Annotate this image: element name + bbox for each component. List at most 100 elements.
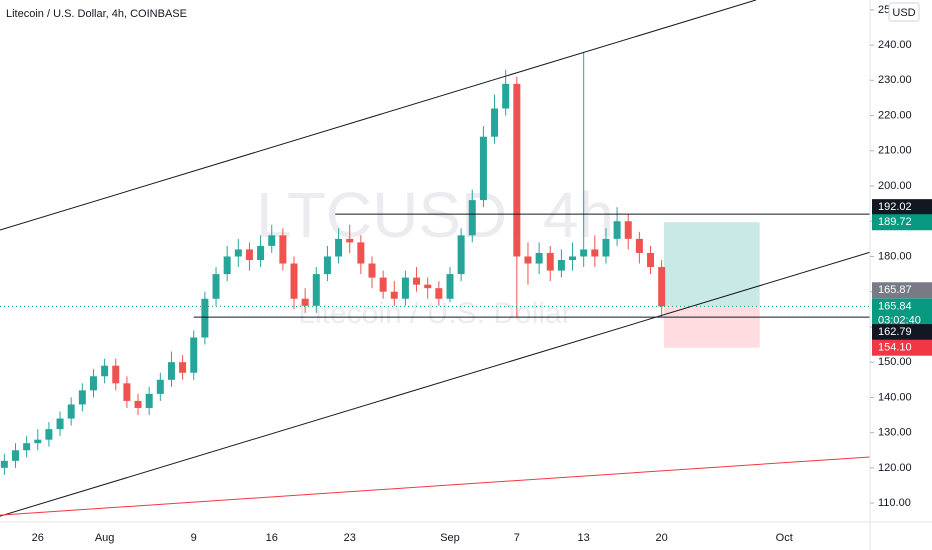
candle-body <box>123 383 131 401</box>
candle-body <box>156 379 164 394</box>
candle-body <box>23 443 31 451</box>
price-badge <box>872 214 932 231</box>
x-tick-label: 23 <box>344 532 356 544</box>
x-tick-label: 26 <box>32 532 44 544</box>
currency-box[interactable] <box>888 2 920 22</box>
candle-body <box>89 376 97 391</box>
candle-body <box>257 245 265 260</box>
candle-body <box>569 256 577 260</box>
candle-body <box>279 235 287 264</box>
price-badge-label: 165.84 <box>878 300 912 312</box>
candle-body <box>357 242 365 264</box>
candle-body <box>290 263 298 299</box>
price-badge-label: 192.02 <box>878 201 912 213</box>
candle-body <box>145 393 153 408</box>
y-tick-label: 140.00 <box>878 391 912 403</box>
candle-body <box>591 249 599 257</box>
candle-body <box>379 277 387 292</box>
x-tick-label: 16 <box>266 532 278 544</box>
candle-body <box>457 235 465 275</box>
candle-body <box>312 274 320 306</box>
price-badge-label: 154.10 <box>878 342 912 354</box>
trend-line <box>0 251 870 517</box>
candle-body <box>446 274 454 299</box>
x-tick-label: Aug <box>95 532 115 544</box>
price-badge-label: 165.87 <box>878 284 912 296</box>
candle-body <box>368 263 376 278</box>
candle-body <box>647 252 655 268</box>
price-badge <box>872 324 932 341</box>
candle-body <box>468 200 476 236</box>
trend-line <box>0 456 870 516</box>
candle-body <box>624 221 632 239</box>
candle-body <box>546 252 554 271</box>
candle-body <box>223 256 231 275</box>
price-badge-label: 162.79 <box>878 326 912 338</box>
candle-body <box>479 136 487 201</box>
candle-body <box>346 238 354 243</box>
price-badge <box>872 298 932 329</box>
candle-body <box>613 221 621 239</box>
y-tick-label: 130.00 <box>878 427 912 439</box>
candle-body <box>268 235 276 246</box>
y-tick-label: 220.00 <box>878 109 912 121</box>
candle-body <box>34 439 42 444</box>
candle-body <box>212 274 220 299</box>
candle-body <box>502 83 510 109</box>
watermark: LTCUSD, 4h <box>256 179 614 251</box>
y-tick-label: 200.00 <box>878 180 912 192</box>
price-badge <box>872 199 932 216</box>
candle-body <box>635 238 643 253</box>
candle-body <box>323 256 331 275</box>
candle-body <box>167 362 175 380</box>
candle-body <box>524 256 532 264</box>
stop-zone <box>663 306 760 348</box>
price-badge <box>872 339 932 356</box>
candle-body <box>301 298 309 306</box>
candle-body <box>513 83 521 257</box>
candle-body <box>78 390 86 405</box>
x-tick-label: 20 <box>656 532 668 544</box>
price-badge <box>872 282 932 299</box>
candle-body <box>435 288 443 299</box>
countdown: 03:02:40 <box>878 314 921 326</box>
trend-line <box>0 0 757 231</box>
candle-body <box>401 277 409 299</box>
candle-body <box>0 460 8 468</box>
x-tick-label: Sep <box>440 532 460 544</box>
y-tick-label: 120.00 <box>878 462 912 474</box>
candle-body <box>491 108 499 137</box>
y-tick-label: 230.00 <box>878 74 912 86</box>
x-tick-label: Oct <box>776 532 793 544</box>
candle-body <box>11 450 19 461</box>
candle-body <box>424 284 432 289</box>
candle-body <box>45 429 53 440</box>
x-tick-label: 13 <box>578 532 590 544</box>
candle-body <box>335 238 343 257</box>
candle-body <box>101 365 109 377</box>
target-zone <box>663 222 760 307</box>
candle-body <box>390 291 398 299</box>
candle-body <box>179 362 187 373</box>
candle-body <box>56 418 64 430</box>
currency[interactable]: USD <box>892 7 915 19</box>
x-tick-label: 7 <box>514 532 520 544</box>
y-tick-label: 150.00 <box>878 356 912 368</box>
y-tick-label: 180.00 <box>878 250 912 262</box>
y-tick-label: 110.00 <box>878 497 911 509</box>
candle-body <box>112 365 120 384</box>
candle-body <box>234 249 242 257</box>
candle-body <box>580 249 588 257</box>
y-tick-label: 240.00 <box>878 39 912 51</box>
candle-body <box>201 298 209 338</box>
candle-body <box>245 249 253 260</box>
candle-body <box>602 238 610 257</box>
price-badge-label: 189.72 <box>878 216 912 228</box>
candle-body <box>557 260 565 271</box>
candle-body <box>190 337 198 373</box>
candle-body <box>413 277 421 285</box>
y-tick-label: 210.00 <box>878 145 912 157</box>
candle-body <box>658 267 666 307</box>
